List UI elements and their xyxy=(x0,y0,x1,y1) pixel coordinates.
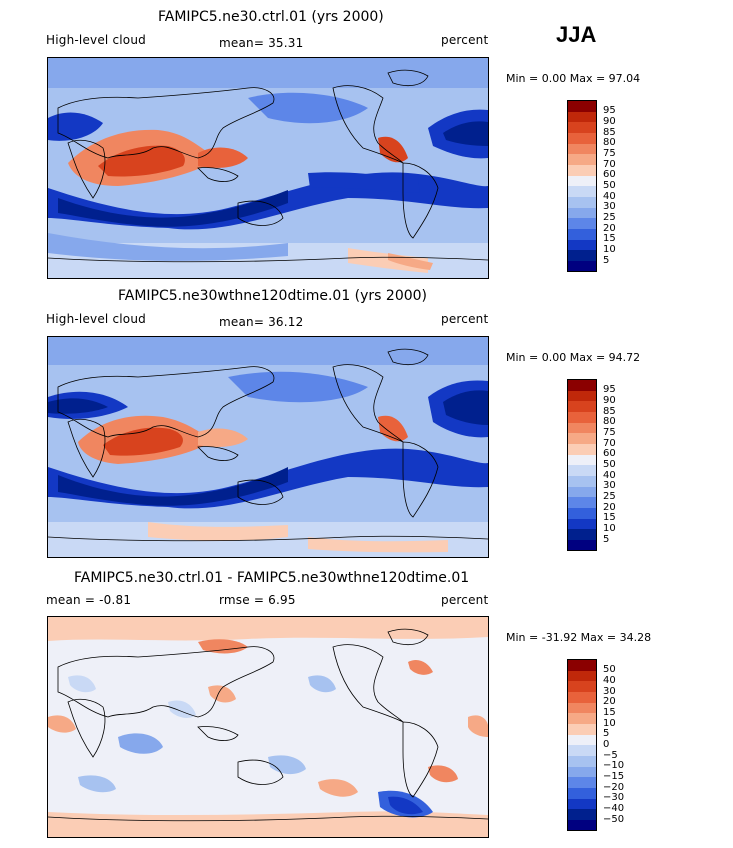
colorbar-label: 10 xyxy=(603,244,616,255)
colorbar-label: 5 xyxy=(603,534,610,545)
panel1-units-label: percent xyxy=(441,33,489,47)
panel3-units-label: percent xyxy=(441,593,489,607)
colorbar-label: 0 xyxy=(603,739,610,750)
panel3-rmse-label: rmse = 6.95 xyxy=(219,593,296,607)
panel3-title: FAMIPC5.ne30.ctrl.01 - FAMIPC5.ne30wthne… xyxy=(74,570,470,586)
colorbar-label: 25 xyxy=(603,491,616,502)
colorbar-label: 95 xyxy=(603,384,616,395)
panel2-minmax: Min = 0.00 Max = 94.72 xyxy=(506,351,641,364)
panel1-map xyxy=(47,57,489,279)
panel2-colorbar xyxy=(567,379,597,551)
colorbar-label: 75 xyxy=(603,148,616,159)
panel3-minmax: Min = -31.92 Max = 34.28 xyxy=(506,631,652,644)
colorbar-label: 20 xyxy=(603,502,616,513)
panel3-map xyxy=(47,616,489,838)
colorbar-label: 20 xyxy=(603,223,616,234)
colorbar-label: 5 xyxy=(603,255,610,266)
colorbar-label: 30 xyxy=(603,686,616,697)
colorbar-label: 80 xyxy=(603,416,616,427)
colorbar-label: 85 xyxy=(603,406,616,417)
panel1-colorbar xyxy=(567,100,597,272)
colorbar-label: 40 xyxy=(603,675,616,686)
colorbar-label: 15 xyxy=(603,512,616,523)
panel1-minmax: Min = 0.00 Max = 97.04 xyxy=(506,72,641,85)
colorbar-label: −15 xyxy=(603,771,625,782)
panel1-mean-label: mean= 35.31 xyxy=(219,36,304,50)
panel2-mean-label: mean= 36.12 xyxy=(219,315,304,329)
panel1-variable-label: High-level cloud xyxy=(46,33,146,47)
colorbar-label: 50 xyxy=(603,664,616,675)
colorbar-label: 80 xyxy=(603,137,616,148)
colorbar-label: 50 xyxy=(603,180,616,191)
colorbar-label: −50 xyxy=(603,814,625,825)
colorbar-label: 30 xyxy=(603,480,616,491)
colorbar-label: 70 xyxy=(603,438,616,449)
panel3-colorbar xyxy=(567,659,597,831)
panel2-units-label: percent xyxy=(441,312,489,326)
colorbar-label: −40 xyxy=(603,803,625,814)
colorbar-label: 90 xyxy=(603,395,616,406)
colorbar-label: −20 xyxy=(603,782,625,793)
season-label: JJA xyxy=(556,22,597,47)
colorbar-label: −10 xyxy=(603,760,625,771)
colorbar-label: 10 xyxy=(603,718,616,729)
colorbar-label: 30 xyxy=(603,201,616,212)
panel2-title: FAMIPC5.ne30wthne120dtime.01 (yrs 2000) xyxy=(118,288,428,304)
colorbar-label: 15 xyxy=(603,707,616,718)
colorbar-label: 5 xyxy=(603,728,610,739)
colorbar-label: 60 xyxy=(603,448,616,459)
colorbar-label: 40 xyxy=(603,470,616,481)
colorbar-label: 40 xyxy=(603,191,616,202)
panel2-map xyxy=(47,336,489,558)
colorbar-label: 60 xyxy=(603,169,616,180)
panel3-mean-label: mean = -0.81 xyxy=(46,593,132,607)
colorbar-label: 75 xyxy=(603,427,616,438)
colorbar-label: 20 xyxy=(603,696,616,707)
colorbar-label: 95 xyxy=(603,105,616,116)
colorbar-label: 70 xyxy=(603,159,616,170)
panel2-variable-label: High-level cloud xyxy=(46,312,146,326)
colorbar-label: 50 xyxy=(603,459,616,470)
colorbar-label: −30 xyxy=(603,792,625,803)
colorbar-label: 25 xyxy=(603,212,616,223)
colorbar-label: −5 xyxy=(603,750,618,761)
colorbar-label: 90 xyxy=(603,116,616,127)
colorbar-label: 10 xyxy=(603,523,616,534)
colorbar-label: 85 xyxy=(603,127,616,138)
panel1-title: FAMIPC5.ne30.ctrl.01 (yrs 2000) xyxy=(158,9,384,25)
colorbar-label: 15 xyxy=(603,233,616,244)
